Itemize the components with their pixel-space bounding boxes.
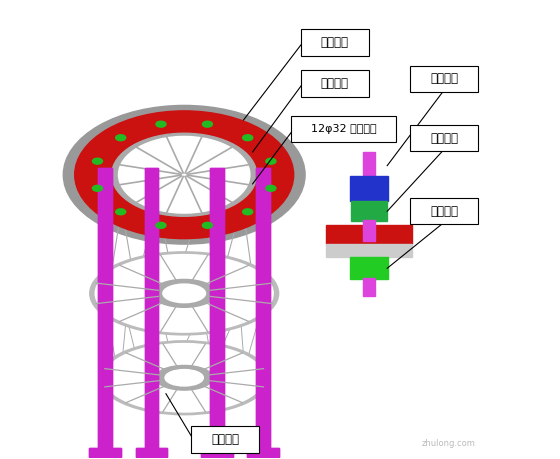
Bar	[362, 152, 375, 177]
Bar	[144, 430, 158, 448]
Bar	[325, 225, 412, 244]
Ellipse shape	[95, 255, 273, 332]
Ellipse shape	[266, 158, 276, 164]
Text: 止退螺母: 止退螺母	[430, 73, 458, 85]
Ellipse shape	[116, 135, 126, 141]
Text: 定位圈钢: 定位圈钢	[211, 433, 239, 446]
Bar	[247, 448, 279, 457]
FancyBboxPatch shape	[410, 198, 478, 224]
Ellipse shape	[156, 121, 166, 127]
Bar	[362, 278, 375, 296]
Ellipse shape	[156, 222, 166, 228]
Bar	[256, 430, 270, 448]
Ellipse shape	[92, 158, 102, 164]
Bar	[350, 176, 388, 201]
Bar	[99, 168, 112, 430]
Bar	[90, 448, 122, 457]
Bar	[210, 168, 223, 430]
Ellipse shape	[99, 341, 269, 415]
Bar	[90, 448, 122, 457]
FancyBboxPatch shape	[291, 116, 396, 142]
Ellipse shape	[242, 135, 253, 141]
Bar	[210, 168, 223, 430]
Text: 调整螺母: 调整螺母	[430, 205, 458, 218]
Text: 紧固螺母: 紧固螺母	[430, 132, 458, 145]
Ellipse shape	[202, 121, 212, 127]
Bar	[136, 448, 167, 457]
Bar	[210, 430, 223, 448]
Bar	[136, 448, 167, 457]
Text: 12φ32 地脚螺栓: 12φ32 地脚螺栓	[311, 124, 377, 134]
Bar	[362, 220, 375, 241]
Ellipse shape	[266, 185, 276, 191]
Bar	[201, 448, 233, 457]
Ellipse shape	[152, 280, 216, 308]
FancyBboxPatch shape	[301, 29, 369, 56]
Ellipse shape	[63, 106, 305, 244]
Ellipse shape	[104, 343, 264, 412]
FancyBboxPatch shape	[191, 426, 259, 453]
Ellipse shape	[116, 209, 126, 215]
Bar	[325, 244, 412, 257]
Text: zhulong.com: zhulong.com	[422, 439, 476, 448]
Bar	[350, 257, 388, 279]
Bar	[256, 430, 270, 448]
Ellipse shape	[163, 284, 206, 302]
Text: 钢柱垫板: 钢柱垫板	[321, 36, 349, 49]
Ellipse shape	[74, 111, 293, 239]
Ellipse shape	[92, 185, 102, 191]
Bar	[99, 430, 112, 448]
Ellipse shape	[202, 222, 212, 228]
FancyBboxPatch shape	[301, 70, 369, 97]
Bar	[210, 430, 223, 448]
Ellipse shape	[242, 209, 253, 215]
Bar	[144, 168, 158, 430]
Ellipse shape	[156, 365, 213, 390]
Bar	[247, 448, 279, 457]
Bar	[99, 168, 112, 430]
Ellipse shape	[90, 252, 279, 335]
FancyBboxPatch shape	[410, 66, 478, 92]
Ellipse shape	[119, 136, 250, 213]
Bar	[256, 168, 270, 430]
Bar	[144, 430, 158, 448]
Text: 环形垫板: 环形垫板	[321, 77, 349, 90]
FancyBboxPatch shape	[410, 125, 478, 151]
Ellipse shape	[165, 369, 203, 386]
Bar	[144, 168, 158, 430]
Ellipse shape	[111, 133, 256, 216]
Bar	[256, 168, 270, 430]
Bar	[99, 430, 112, 448]
Bar	[351, 201, 387, 221]
Bar	[201, 448, 233, 457]
